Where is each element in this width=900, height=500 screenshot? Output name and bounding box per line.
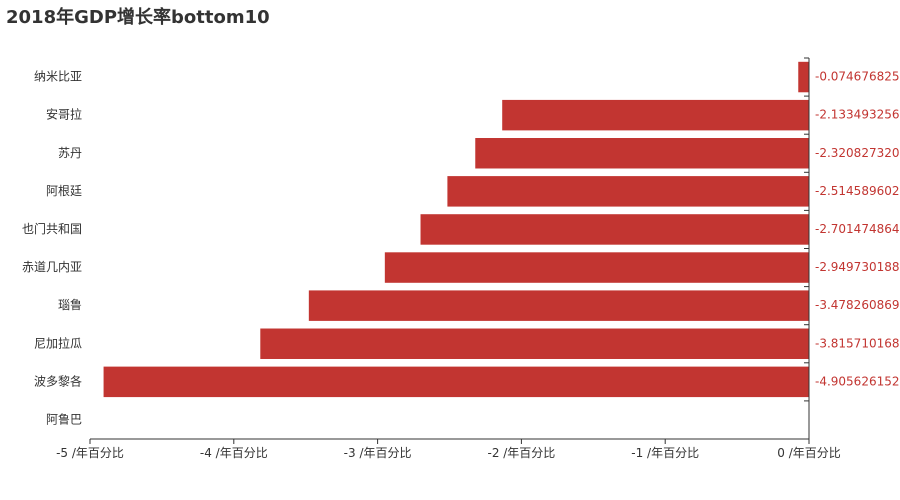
data-label: -2.7014748649 bbox=[815, 222, 900, 236]
bar bbox=[260, 328, 809, 359]
bar bbox=[308, 290, 809, 321]
axes-layer bbox=[89, 57, 810, 444]
bar bbox=[475, 138, 809, 169]
category-label: 苏丹 bbox=[58, 146, 82, 160]
labels-layer: -0.0746768253 -2.1334932567 -2.3208273208 -… bbox=[22, 70, 900, 460]
x-tick-label: 0 /年百分比 bbox=[777, 446, 841, 460]
bar bbox=[502, 99, 809, 131]
data-label: -2.3208273208 bbox=[815, 146, 900, 160]
data-label: -3.8157101687 bbox=[815, 336, 900, 350]
x-tick-label: -5 /年百分比 bbox=[56, 446, 124, 460]
category-label: 波多黎各 bbox=[34, 373, 82, 388]
bars-layer bbox=[103, 61, 809, 398]
x-tick-label: -3 /年百分比 bbox=[344, 446, 412, 460]
data-label: -2.1334932567 bbox=[815, 108, 900, 122]
category-label: 阿根廷 bbox=[46, 184, 82, 198]
category-label: 尼加拉瓜 bbox=[34, 335, 82, 350]
bar bbox=[103, 366, 809, 398]
chart-title: 2018年GDP增长率bottom10 bbox=[6, 7, 270, 28]
bar bbox=[384, 252, 809, 283]
data-label: -4.9056261525 bbox=[815, 374, 900, 388]
category-label: 阿鲁巴 bbox=[46, 412, 82, 426]
category-label: 安哥拉 bbox=[46, 107, 82, 122]
bar bbox=[420, 214, 809, 245]
x-tick-label: -2 /年百分比 bbox=[487, 446, 555, 460]
bar bbox=[798, 61, 809, 93]
category-label: 瑙鲁 bbox=[58, 298, 82, 312]
category-label: 赤道几内亚 bbox=[22, 260, 82, 274]
category-label: 纳米比亚 bbox=[34, 70, 82, 84]
x-tick-label: -1 /年百分比 bbox=[631, 446, 699, 460]
data-label: -2.5145896024 bbox=[815, 184, 900, 198]
x-tick-label: -4 /年百分比 bbox=[200, 446, 268, 460]
data-label: -0.0746768253 bbox=[815, 70, 900, 84]
category-label: 也门共和国 bbox=[22, 221, 82, 236]
data-label: -2.9497301888 bbox=[815, 260, 900, 274]
bar bbox=[447, 176, 809, 207]
data-label: -3.4782608695 bbox=[815, 298, 900, 312]
